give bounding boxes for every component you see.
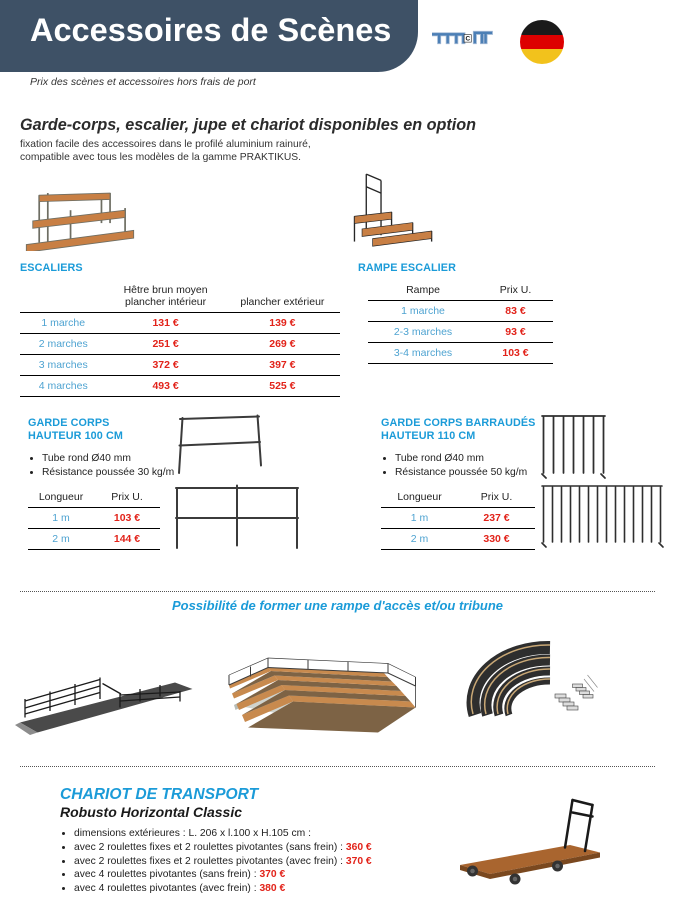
svg-text:C: C: [466, 36, 471, 43]
